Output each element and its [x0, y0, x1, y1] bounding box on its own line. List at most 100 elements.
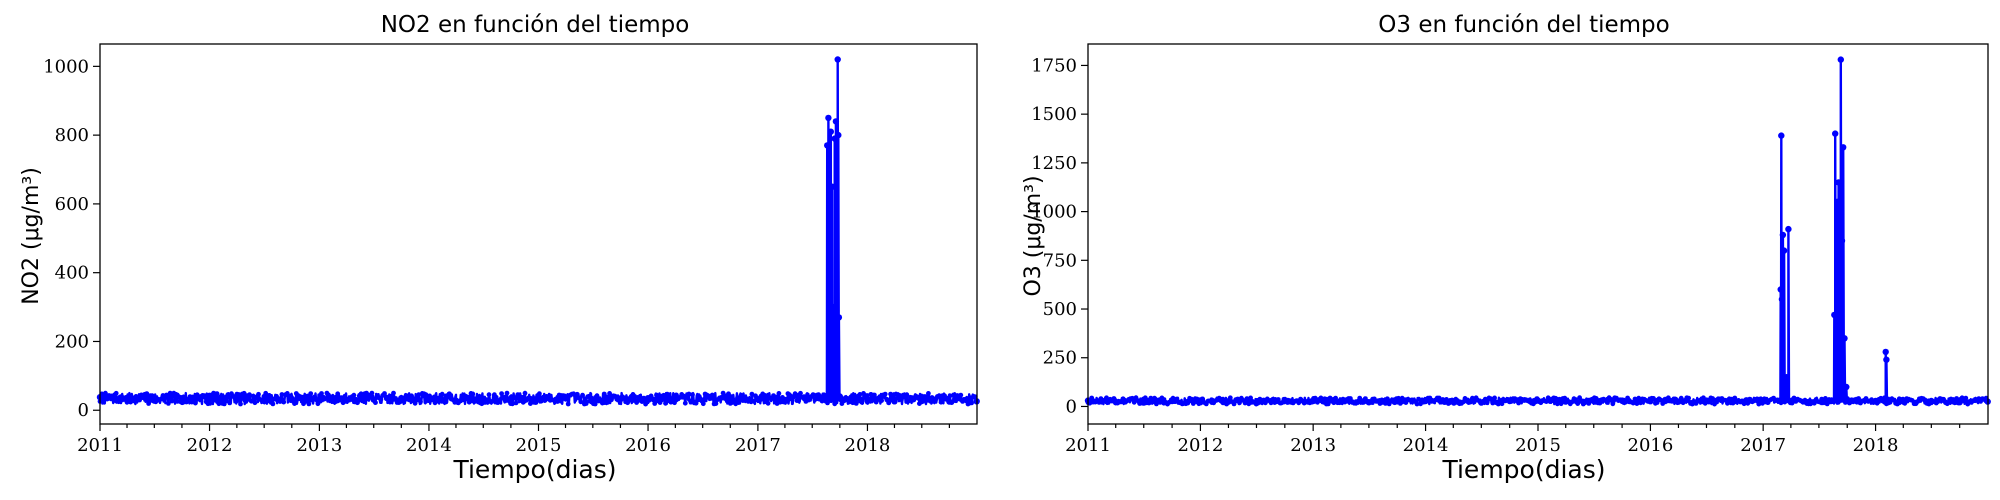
o3-data-point — [1779, 231, 1787, 239]
o3-data-point — [1275, 397, 1281, 402]
no2-data-point — [378, 397, 384, 402]
no2-data-point — [736, 398, 742, 404]
no2-data-point — [893, 391, 899, 397]
o3-data-point — [1673, 396, 1679, 402]
o3-data-point — [1630, 400, 1636, 406]
o3-ytick-label: 1250 — [1031, 153, 1077, 174]
no2-chart-title: NO2 en función del tiempo — [381, 12, 690, 38]
no2-data-point — [796, 398, 802, 404]
o3-data-point — [1558, 401, 1564, 407]
no2-data-point — [798, 390, 803, 396]
no2-data-point — [774, 401, 780, 406]
o3-data-point — [1575, 401, 1581, 406]
no2-data-point — [236, 392, 242, 397]
o3-data-point — [1154, 401, 1159, 407]
o3-ytick-label: 1750 — [1031, 55, 1077, 76]
no2-data-point — [823, 393, 829, 399]
no2-data-point — [846, 399, 852, 405]
o3-data-point — [1322, 396, 1327, 402]
o3-data-point — [1840, 144, 1847, 151]
no2-data-point — [826, 279, 833, 287]
o3-data-point — [1490, 400, 1496, 406]
o3-data-point — [1785, 225, 1792, 233]
o3-data-point — [1499, 401, 1505, 407]
no2-data-point — [223, 398, 229, 404]
o3-data-point — [1604, 400, 1610, 405]
o3-data-point — [1157, 400, 1163, 405]
o3-data-point — [1263, 400, 1268, 406]
o3-data-point — [1444, 397, 1449, 402]
o3-data-point — [1185, 400, 1191, 406]
o3-data-point — [1488, 396, 1494, 402]
o3-ytick-label: 500 — [1043, 299, 1077, 320]
no2-data-point — [333, 395, 339, 401]
no2-data-point — [493, 394, 499, 400]
o3-data-point — [1383, 401, 1388, 406]
o3-data-point — [1325, 401, 1331, 407]
no2-data-point — [281, 399, 287, 405]
no2-data-point — [830, 397, 836, 403]
o3-data-point — [1882, 395, 1887, 401]
no2-data-point — [317, 396, 323, 402]
o3-data-point — [1686, 395, 1691, 401]
o3-data-point — [1139, 400, 1144, 406]
no2-data-point — [443, 399, 449, 405]
no2-data-point — [740, 398, 746, 403]
o3-data-point — [1089, 395, 1095, 401]
no2-data-point — [475, 394, 481, 400]
no2-data-point — [407, 397, 413, 403]
no2-xtick-label: 2012 — [187, 435, 233, 456]
o3-data-point — [1854, 399, 1860, 405]
no2-data-point — [110, 396, 115, 402]
o3-ytick-label: 0 — [1066, 396, 1077, 417]
no2-data-point — [627, 397, 632, 403]
o3-data-point — [1632, 396, 1638, 402]
no2-data-point — [513, 400, 519, 406]
o3-data-point — [1237, 400, 1242, 406]
no2-data-point — [938, 399, 944, 405]
no2-data-point — [466, 399, 472, 405]
no2-data-point — [302, 393, 308, 399]
no2-data-point — [218, 394, 224, 399]
o3-data-point — [1416, 396, 1422, 402]
no2-xtick-label: 2011 — [77, 435, 123, 456]
o3-data-point — [1833, 374, 1840, 381]
no2-data-point — [209, 397, 215, 402]
no2-data-point — [864, 393, 870, 398]
o3-data-point — [1651, 396, 1656, 401]
o3-data-point — [1111, 396, 1117, 401]
o3-xtick-label: 2017 — [1740, 435, 1786, 456]
o3-ytick-label: 750 — [1043, 250, 1077, 271]
no2-data-point — [609, 397, 614, 403]
no2-data-point — [681, 394, 686, 400]
no2-data-point — [592, 401, 598, 407]
no2-data-point — [747, 398, 753, 403]
o3-data-point — [1883, 356, 1890, 363]
no2-data-point — [837, 394, 843, 400]
no2-data-point — [673, 392, 679, 398]
o3-data-point — [1104, 395, 1109, 401]
no2-data-point — [844, 396, 850, 401]
no2-data-point — [655, 396, 661, 401]
no2-data-point — [128, 399, 134, 405]
o3-data-point — [1895, 401, 1900, 407]
no2-data-point — [827, 128, 834, 135]
o3-xtick-label: 2018 — [1853, 435, 1899, 456]
o3-data-point — [1146, 400, 1152, 406]
no2-data-point — [412, 400, 418, 406]
o3-data-point — [1745, 400, 1751, 406]
no2-data-point — [533, 400, 539, 405]
no2-data-point — [176, 394, 182, 400]
no2-data-point — [564, 396, 569, 402]
no2-data-point — [718, 395, 724, 400]
no2-data-point — [565, 401, 571, 407]
no2-data-point — [238, 401, 243, 407]
o3-data-point — [1634, 401, 1640, 406]
no2-data-point — [886, 400, 892, 406]
no2-data-point — [313, 397, 319, 403]
no2-data-point — [872, 392, 877, 398]
o3-data-point — [1470, 395, 1475, 401]
no2-data-point — [499, 391, 504, 396]
no2-data-point — [247, 392, 252, 398]
no2-data-point — [857, 392, 863, 397]
